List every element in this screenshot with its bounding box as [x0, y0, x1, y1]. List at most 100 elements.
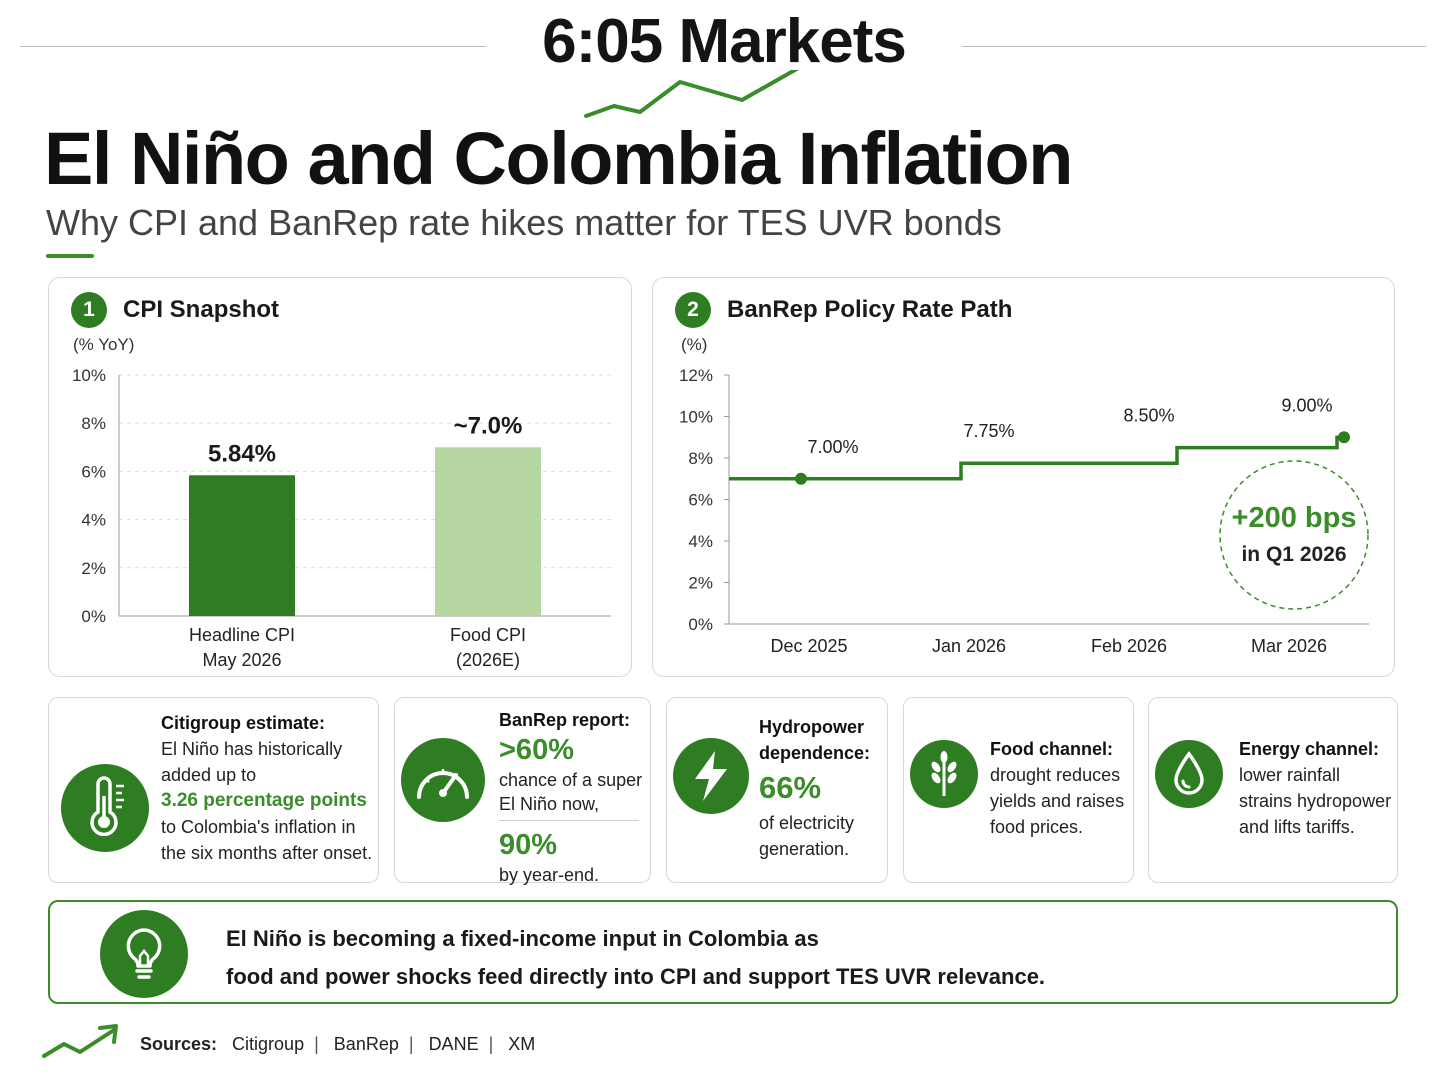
y-tick-label: 2% [688, 574, 713, 593]
citigroup-estimate-card: Citigroup estimate: El Niño has historic… [48, 697, 379, 883]
bps-callout-circle [1219, 460, 1369, 610]
step-badge-2: 2 [675, 292, 711, 328]
food-channel-card: Food channel: drought reduces yields and… [903, 697, 1134, 883]
takeaway-line-1: El Niño is becoming a fixed-income input… [226, 926, 819, 951]
y-tick-label: 8% [81, 414, 106, 433]
food-line-2: yields and raises [990, 791, 1125, 811]
bar-value-label: ~7.0% [454, 412, 523, 439]
hydropower-heading-2: dependence: [759, 743, 871, 763]
y-axis-label: (%) [681, 335, 707, 354]
trend-line-icon [584, 70, 799, 118]
hydropower-text-1: of electricity [759, 813, 855, 833]
source-item: DANE [428, 1034, 479, 1054]
x-tick-label: Feb 2026 [1091, 636, 1167, 656]
header-rule-left [20, 46, 486, 47]
rate-step-line [729, 435, 1344, 481]
rate-annotation: 7.00% [807, 437, 858, 457]
title-accent-bar [46, 254, 94, 258]
source-separator: | [488, 1034, 494, 1054]
y-tick-label: 4% [688, 532, 713, 551]
water-drop-icon [1155, 740, 1223, 808]
sources-label: Sources: [140, 1034, 218, 1054]
y-tick-label: 4% [81, 511, 106, 530]
bar [435, 447, 541, 616]
energy-line-1: lower rainfall [1239, 765, 1341, 785]
y-tick-label: 8% [688, 449, 713, 468]
y-tick-label: 10% [679, 408, 713, 427]
food-heading: Food channel: [990, 739, 1113, 759]
cpi-bar-chart: (% YoY) 0% 2% 4% 6% 8% 10% 5.84% Headline CPI May… [72, 335, 611, 670]
lightbulb-icon [100, 910, 188, 998]
citigroup-line-4: the six months after onset. [161, 843, 373, 863]
trend-arrow-icon [42, 1024, 118, 1058]
policy-rate-card: 2 BanRep Policy Rate Path (%) 0% 2% 4% 6% 8% 1… [652, 277, 1395, 677]
y-tick-label: 10% [72, 366, 106, 385]
cpi-card-header: 1 CPI Snapshot [71, 292, 279, 328]
hydropower-heading-1: Hydropower [759, 717, 865, 737]
energy-line-2: strains hydropower [1239, 791, 1392, 811]
takeaway-banner: El Niño is becoming a fixed-income input… [48, 900, 1398, 1004]
lightning-bolt-icon [673, 738, 749, 814]
y-tick-label: 12% [679, 366, 713, 385]
energy-channel-card: Energy channel: lower rainfall strains h… [1148, 697, 1398, 883]
rate-annotation: 9.00% [1281, 395, 1332, 415]
source-item: XM [508, 1034, 536, 1054]
energy-channel-text: Energy channel: lower rainfall strains h… [1239, 736, 1397, 840]
y-tick-label: 6% [81, 462, 106, 481]
rate-annotation: 8.50% [1123, 406, 1174, 426]
bps-callout-label: in Q1 2026 [1241, 543, 1347, 566]
banrep-report-text: BanRep report: >60% chance of a super El… [499, 708, 649, 887]
banrep-stat-60: >60% [499, 734, 574, 766]
banrep-stat-90: 90% [499, 829, 558, 861]
hydropower-card: Hydropower dependence: 66% of electricit… [666, 697, 888, 883]
citigroup-heading: Citigroup estimate: [161, 713, 326, 733]
bar-value-label: 5.84% [208, 440, 276, 467]
rate-card-title: BanRep Policy Rate Path [727, 296, 1013, 323]
banrep-text-2: by year-end. [499, 865, 600, 885]
hydropower-stat: 66% [759, 770, 822, 805]
rate-point [795, 472, 807, 485]
citigroup-line-3: to Colombia's inflation in [161, 817, 356, 837]
citigroup-line-1: El Niño has historically [161, 739, 343, 759]
source-separator: | [314, 1034, 319, 1054]
banrep-report-card: BanRep report: >60% chance of a super El… [394, 697, 651, 885]
header-rule-right [962, 46, 1426, 47]
y-tick-label: 0% [688, 615, 713, 634]
x-tick-label: Headline CPI [189, 625, 295, 645]
x-tick-label: Mar 2026 [1251, 636, 1327, 656]
x-tick-label: May 2026 [202, 650, 281, 670]
bar [189, 475, 295, 616]
policy-rate-step-chart: (%) 0% 2% 4% 6% 8% 10% 12% Dec 2025 Jan 2026 Feb 2… [679, 335, 1369, 656]
citigroup-estimate-text: Citigroup estimate: El Niño has historic… [161, 710, 377, 866]
step-badge-1: 1 [71, 292, 107, 328]
y-tick-label: 0% [81, 607, 106, 626]
sources-line: Sources: Citigroup | BanRep | DANE | XM [140, 1034, 535, 1055]
source-item: BanRep [333, 1034, 399, 1054]
gauge-icon [401, 738, 485, 822]
energy-line-3: and lifts tariffs. [1239, 817, 1355, 837]
x-tick-label: Dec 2025 [770, 636, 847, 656]
rate-point [1338, 431, 1350, 444]
takeaway-text: El Niño is becoming a fixed-income input… [226, 920, 1045, 996]
food-channel-text: Food channel: drought reduces yields and… [990, 736, 1132, 840]
cpi-card-title: CPI Snapshot [123, 296, 280, 323]
y-tick-label: 6% [688, 491, 713, 510]
food-line-3: food prices. [990, 817, 1084, 837]
hydropower-text-2: generation. [759, 839, 850, 859]
rate-card-header: 2 BanRep Policy Rate Path [675, 292, 1012, 328]
banrep-heading: BanRep report: [499, 710, 631, 730]
banrep-divider [499, 820, 639, 821]
source-item: Citigroup [232, 1034, 305, 1054]
x-tick-label: Jan 2026 [932, 636, 1006, 656]
bps-callout-value: +200 bps [1231, 502, 1357, 534]
banrep-text-1b: El Niño now, [499, 794, 600, 814]
page-subtitle: Why CPI and BanRep rate hikes matter for… [46, 202, 1002, 243]
page-title: El Niño and Colombia Inflation [44, 117, 1073, 200]
takeaway-line-2: food and power shocks feed directly into… [226, 964, 1046, 989]
y-tick-label: 2% [81, 559, 106, 578]
y-axis-label: (% YoY) [73, 335, 134, 354]
source-separator: | [408, 1034, 414, 1054]
cpi-snapshot-card: 1 CPI Snapshot (% YoY) 0% 2% 4% 6% 8% 10% 5.84%… [48, 277, 632, 677]
thermometer-icon [61, 764, 149, 852]
energy-heading: Energy channel: [1239, 739, 1380, 759]
